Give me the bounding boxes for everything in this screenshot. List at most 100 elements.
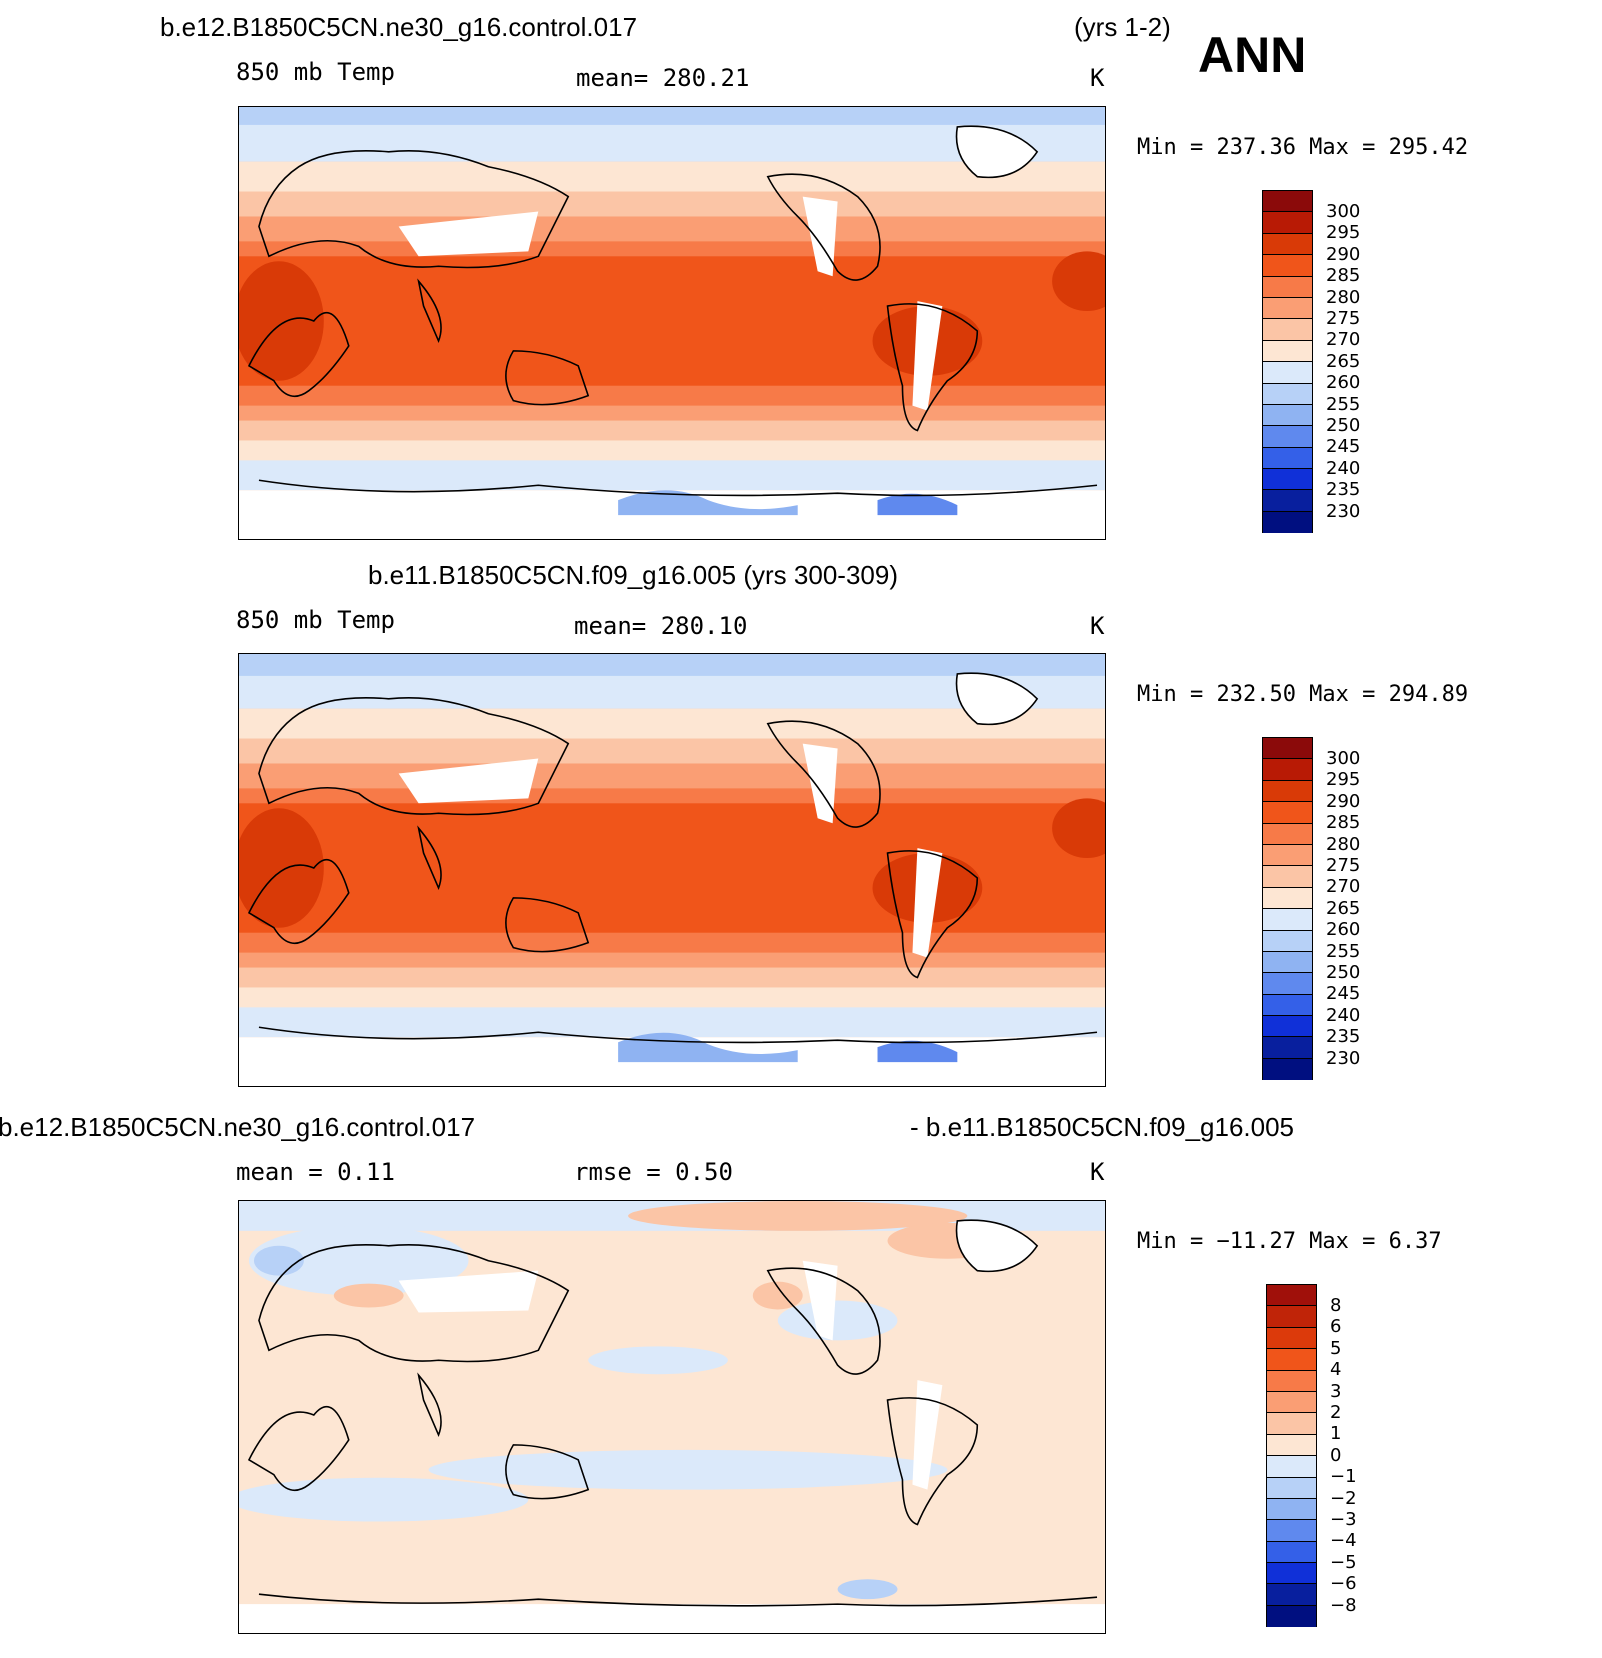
colorbar-label: 270 (1326, 329, 1361, 350)
colorbar-swatch (1263, 404, 1312, 427)
colorbar-swatch (1263, 1058, 1312, 1081)
colorbar-label: 8 (1330, 1295, 1342, 1316)
colorbar-label: −8 (1330, 1595, 1357, 1616)
colorbar-swatch (1263, 802, 1312, 824)
colorbar-swatch (1267, 1391, 1316, 1414)
panel1-variable: 850 mb Temp (236, 58, 395, 86)
colorbar-swatch (1263, 297, 1312, 320)
colorbar-label: −4 (1330, 1530, 1357, 1551)
colorbar-swatch (1263, 887, 1312, 910)
colorbar-swatch (1263, 951, 1312, 974)
colorbar-swatch (1267, 1477, 1316, 1499)
panel3-mean: mean = 0.11 (236, 1158, 395, 1186)
colorbar-swatch (1263, 866, 1312, 888)
colorbar-swatch (1263, 1016, 1312, 1038)
panel3-units: K (1090, 1158, 1105, 1186)
case-years: (yrs 1-2) (1074, 12, 1171, 42)
colorbar-swatch (1263, 362, 1312, 384)
colorbar-label: 270 (1326, 876, 1361, 897)
colorbar-swatch (1267, 1327, 1316, 1350)
colorbar-swatch (1263, 340, 1312, 363)
colorbar-label: −1 (1330, 1466, 1357, 1487)
colorbar-label: 275 (1326, 308, 1361, 329)
case-title: b.e12.B1850C5CN.ne30_g16.control.017 (160, 12, 638, 42)
panel2-title: b.e11.B1850C5CN.f09_g16.005 (yrs 300-309… (368, 560, 898, 590)
panel2-units: K (1090, 612, 1105, 640)
colorbar-label: 235 (1326, 479, 1361, 500)
colorbar-label: 275 (1326, 855, 1361, 876)
panel3-map (238, 1200, 1106, 1634)
panel1-map (238, 106, 1106, 540)
colorbar-label: 285 (1326, 812, 1361, 833)
colorbar-label: −2 (1330, 1488, 1357, 1509)
colorbar-label: 300 (1326, 201, 1361, 222)
panel3-minmax: Min = −11.27 Max = 6.37 (1137, 1229, 1442, 1254)
colorbar-label: 230 (1326, 501, 1361, 522)
colorbar-swatch (1263, 1037, 1312, 1059)
colorbar-swatch (1267, 1306, 1316, 1328)
colorbar-label: −6 (1330, 1573, 1357, 1594)
colorbar-label: 295 (1326, 769, 1361, 790)
colorbar-label: 230 (1326, 1048, 1361, 1069)
colorbar-label: 285 (1326, 265, 1361, 286)
colorbar-swatch (1267, 1285, 1316, 1307)
colorbar-swatch (1267, 1605, 1316, 1628)
panel1-mean: mean= 280.21 (576, 64, 750, 92)
colorbar-swatch (1263, 930, 1312, 952)
colorbar-swatch (1263, 212, 1312, 234)
colorbar-label: −5 (1330, 1552, 1357, 1573)
panel1-units: K (1090, 64, 1105, 92)
colorbar-label: 6 (1330, 1316, 1342, 1337)
colorbar-label: 245 (1326, 436, 1361, 457)
colorbar-label: 255 (1326, 941, 1361, 962)
colorbar-swatch (1267, 1584, 1316, 1606)
colorbar-swatch (1267, 1434, 1316, 1457)
season-label: ANN (1198, 27, 1307, 83)
colorbar-swatch (1263, 490, 1312, 512)
panel2-colorbar (1262, 737, 1313, 1081)
colorbar-label: 3 (1330, 1381, 1342, 1402)
colorbar-label: 260 (1326, 372, 1361, 393)
colorbar-label: 260 (1326, 919, 1361, 940)
panel2-variable: 850 mb Temp (236, 606, 395, 634)
colorbar-label: 240 (1326, 1005, 1361, 1026)
colorbar-swatch (1267, 1498, 1316, 1521)
colorbar-label: 235 (1326, 1026, 1361, 1047)
colorbar-swatch (1267, 1563, 1316, 1585)
colorbar-swatch (1263, 276, 1312, 298)
colorbar-label: 290 (1326, 791, 1361, 812)
panel3-contour-plot (239, 1201, 1105, 1633)
colorbar-label: 0 (1330, 1445, 1342, 1466)
panel2-minmax: Min = 232.50 Max = 294.89 (1137, 682, 1469, 707)
panel3-title-left: b.e12.B1850C5CN.ne30_g16.control.017 (0, 1112, 476, 1142)
colorbar-label: 240 (1326, 458, 1361, 479)
panel1-contour-plot (239, 107, 1105, 539)
colorbar-label: 2 (1330, 1402, 1342, 1423)
colorbar-label: −3 (1330, 1509, 1357, 1530)
panel3-title-right: - b.e11.B1850C5CN.f09_g16.005 (910, 1112, 1295, 1142)
colorbar-swatch (1263, 233, 1312, 256)
panel2-contour-plot (239, 654, 1105, 1086)
colorbar-swatch (1263, 973, 1312, 995)
colorbar-label: 1 (1330, 1423, 1342, 1444)
panel3-rmse: rmse = 0.50 (574, 1158, 733, 1186)
colorbar-swatch (1263, 255, 1312, 277)
colorbar-swatch (1263, 759, 1312, 781)
panel3-colorbar (1266, 1284, 1317, 1628)
colorbar-label: 295 (1326, 222, 1361, 243)
panel1-minmax: Min = 237.36 Max = 295.42 (1137, 135, 1469, 160)
colorbar-label: 280 (1326, 287, 1361, 308)
colorbar-swatch (1263, 319, 1312, 341)
colorbar-swatch (1263, 780, 1312, 803)
colorbar-label: 250 (1326, 415, 1361, 436)
colorbar-label: 245 (1326, 983, 1361, 1004)
colorbar-swatch (1263, 191, 1312, 213)
colorbar-swatch (1263, 383, 1312, 405)
colorbar-swatch (1263, 511, 1312, 534)
colorbar-label: 255 (1326, 394, 1361, 415)
colorbar-label: 4 (1330, 1359, 1342, 1380)
colorbar-swatch (1267, 1541, 1316, 1564)
colorbar-swatch (1267, 1456, 1316, 1478)
colorbar-label: 280 (1326, 834, 1361, 855)
colorbar-label: 290 (1326, 244, 1361, 265)
